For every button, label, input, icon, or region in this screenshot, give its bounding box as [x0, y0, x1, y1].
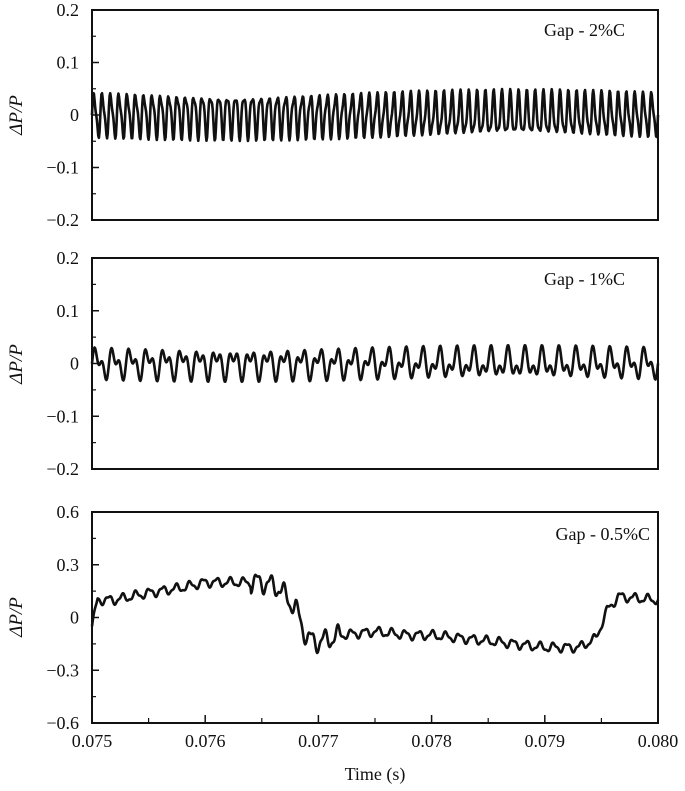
x-tick-label: 0.080 — [638, 731, 679, 751]
y-tick-label: 0 — [70, 105, 79, 125]
y-ticks: 0.2 0.1 0 −0.1 −0.2 — [46, 0, 99, 230]
y-axis-label: ΔP/P — [6, 95, 27, 136]
y-tick-label: 0.2 — [57, 0, 80, 20]
y-tick-label: 0 — [70, 354, 79, 374]
y-tick-label: 0.1 — [57, 53, 80, 73]
panel-gap-0-5pct: 0.60.30−0.3−0.6 0.075 0.076 0.077 0.078 0.07… — [6, 502, 678, 785]
y-tick-label: −0.1 — [46, 158, 79, 178]
x-axis-label: Time (s) — [345, 764, 406, 785]
panel-annotation: Gap - 0.5%C — [556, 524, 650, 544]
series-line — [90, 573, 660, 655]
y-axis-label: ΔP/P — [6, 597, 27, 638]
y-tick-label: 0.3 — [57, 555, 80, 575]
y-tick-label: 0.2 — [57, 248, 80, 268]
y-tick-label: −0.1 — [46, 406, 79, 426]
panel-gap-2pct: 0.2 0.1 0 −0.1 −0.2 Gap - 2%C ΔP/P — [6, 0, 660, 230]
y-axis-label: ΔP/P — [6, 344, 27, 385]
y-tick-label: 0.1 — [57, 301, 80, 321]
x-tick-label: 0.076 — [185, 731, 226, 751]
y-tick-label: 0 — [70, 608, 79, 628]
x-tick-label: 0.078 — [411, 731, 452, 751]
y-ticks: 0.2 0.1 0 −0.1 −0.2 — [46, 248, 99, 479]
y-tick-label: −0.2 — [46, 210, 79, 230]
y-tick-label: −0.2 — [46, 459, 79, 479]
panel-gap-1pct: 0.2 0.1 0 −0.1 −0.2 Gap - 1%C ΔP/P — [6, 248, 660, 479]
series-line — [90, 87, 660, 143]
x-tick-label: 0.075 — [72, 731, 113, 751]
y-tick-label: 0.6 — [57, 502, 80, 522]
y-tick-label: −0.3 — [46, 660, 79, 680]
x-ticks: 0.075 0.076 0.077 0.078 0.079 0.080 — [72, 715, 679, 751]
panel-annotation: Gap - 2%C — [544, 20, 625, 40]
y-ticks: 0.6 0.3 0 −0.3 −0.6 — [46, 502, 99, 733]
y-tick-label: −0.6 — [46, 713, 79, 733]
panel-annotation: Gap - 1%C — [544, 269, 625, 289]
x-tick-label: 0.079 — [525, 731, 566, 751]
x-tick-label: 0.077 — [298, 731, 339, 751]
series-line — [90, 344, 660, 383]
